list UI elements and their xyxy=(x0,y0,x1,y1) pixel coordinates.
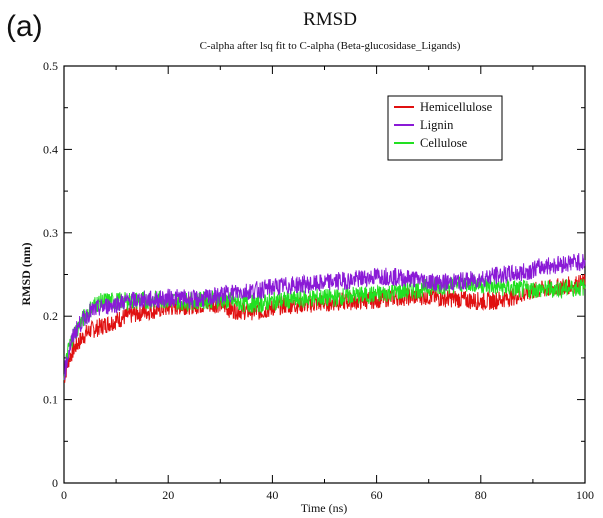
legend: Hemicellulose Lignin Cellulose xyxy=(387,95,503,161)
y-tick-label: 0.4 xyxy=(43,142,58,156)
y-axis-label: RMSD (nm) xyxy=(19,243,33,306)
x-tick-label: 100 xyxy=(576,488,594,502)
series-line-cellulose xyxy=(63,274,586,381)
series-layer xyxy=(63,253,586,383)
series-line-lignin xyxy=(63,253,586,380)
x-tick-label: 0 xyxy=(61,488,67,502)
x-tick-label: 60 xyxy=(371,488,383,502)
y-tick-label: 0.3 xyxy=(43,226,58,240)
panel-label: (a) xyxy=(6,10,43,43)
y-tick-label: 0 xyxy=(52,476,58,490)
y-tick-label: 0.2 xyxy=(43,309,58,323)
legend-label: Hemicellulose xyxy=(420,100,493,114)
x-tick-label: 80 xyxy=(475,488,487,502)
chart-subtitle: C-alpha after lsq fit to C-alpha (Beta-g… xyxy=(200,40,461,52)
y-tick-label: 0.5 xyxy=(43,59,58,73)
legend-label: Cellulose xyxy=(420,136,468,150)
x-axis-label: Time (ns) xyxy=(301,501,348,515)
legend-label: Lignin xyxy=(420,118,454,132)
y-tick-label: 0.1 xyxy=(43,393,58,407)
y-axis: 0 0.1 0.2 0.3 0.4 0.5 xyxy=(43,59,585,490)
x-axis: 0 20 40 60 80 100 xyxy=(61,66,594,502)
x-tick-label: 40 xyxy=(266,488,278,502)
plot-frame xyxy=(63,65,586,484)
x-tick-label: 20 xyxy=(162,488,174,502)
chart-title: RMSD xyxy=(303,9,357,30)
